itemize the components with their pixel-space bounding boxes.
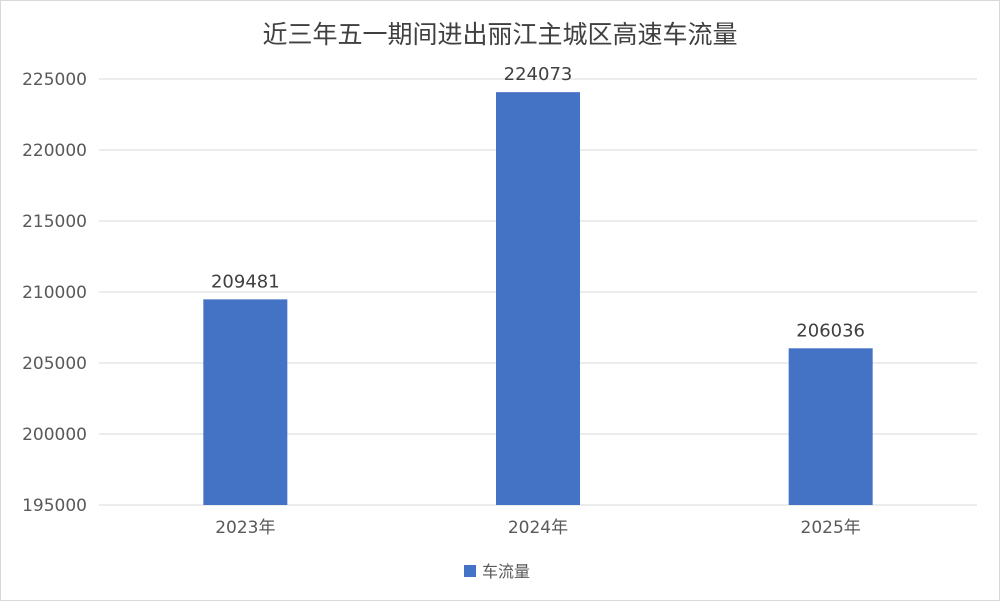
x-tick-label: 2025年 <box>801 518 861 538</box>
y-tick-label: 225000 <box>22 70 87 90</box>
chart-title: 近三年五一期间进出丽江主城区高速车流量 <box>262 20 737 49</box>
y-tick-label: 200000 <box>22 425 87 445</box>
x-tick-label: 2023年 <box>215 518 275 538</box>
bar <box>788 348 873 505</box>
x-tick-label: 2024年 <box>508 518 568 538</box>
legend-swatch <box>464 565 476 577</box>
y-tick-label: 195000 <box>22 496 87 516</box>
bars <box>203 92 873 506</box>
x-axis-ticks: 2023年 2024年 2025年 <box>215 518 861 538</box>
legend-label: 车流量 <box>482 562 530 581</box>
data-label: 209481 <box>211 271 280 292</box>
y-tick-label: 205000 <box>22 354 87 374</box>
bar <box>496 92 580 506</box>
data-label: 206036 <box>796 320 865 341</box>
data-label: 224073 <box>504 64 573 85</box>
y-tick-label: 210000 <box>22 283 87 303</box>
y-axis-ticks: 195000 200000 205000 210000 215000 220000 2250… <box>22 70 87 516</box>
data-labels: 209481 224073 206036 <box>211 64 865 341</box>
y-tick-label: 220000 <box>22 141 87 161</box>
y-tick-label: 215000 <box>22 212 87 232</box>
bar <box>203 299 288 505</box>
legend: 车流量 <box>464 562 530 581</box>
